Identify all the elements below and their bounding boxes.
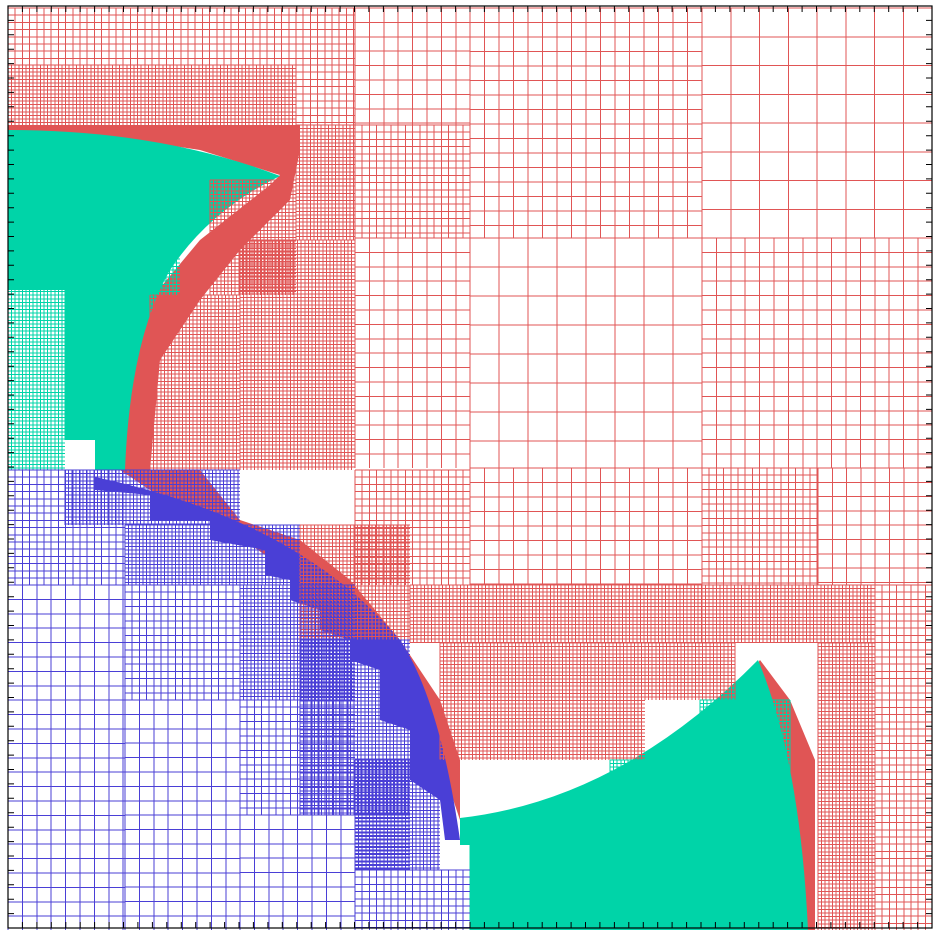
mesh-block-red-l2-b — [469, 7, 703, 238]
grid-lines — [64, 294, 125, 440]
mesh-block-red-l4-h — [644, 642, 736, 700]
grid-lines — [295, 124, 355, 240]
grid-lines — [7, 7, 355, 65]
grid-lines — [409, 584, 703, 644]
mesh-block-blue-l3-d — [239, 699, 355, 815]
grid-lines — [439, 642, 645, 760]
grid-lines — [469, 7, 703, 238]
grid-lines — [354, 124, 470, 238]
mesh-block-blue-l3-a — [354, 869, 470, 930]
grid-lines — [239, 584, 355, 700]
mesh-block-red-l4-b — [295, 124, 355, 240]
axis-frame — [7, 5, 933, 929]
mesh-block-teal-l4-f — [699, 699, 791, 845]
mesh-block-red-l2-e — [469, 467, 703, 585]
mesh-block-red-l2-d — [354, 237, 470, 468]
grid-lines — [124, 699, 240, 930]
mesh-block-blue-l2-c — [239, 814, 355, 930]
grid-lines — [124, 584, 240, 700]
mesh-block-blue-l2-b — [124, 699, 240, 930]
mesh-block-red-l3-d — [701, 467, 818, 585]
mesh-block-red-l3-b — [354, 124, 470, 238]
grid-lines — [469, 844, 760, 930]
mesh-block-red-l4-j — [149, 294, 241, 470]
axis-ticks — [7, 5, 933, 929]
grid-lines — [7, 64, 297, 125]
grid-lines — [295, 64, 355, 125]
mesh-block-blue-l4-c — [124, 524, 300, 585]
grid-lines — [64, 469, 240, 525]
grid-lines — [701, 7, 933, 239]
grid-lines — [469, 467, 703, 585]
region-b-bottom-right — [460, 660, 808, 930]
grid-lines — [701, 584, 876, 644]
mesh-block-red-l4-e — [701, 584, 876, 644]
grid-lines — [874, 584, 932, 930]
mesh-block-red-l1-a — [701, 7, 933, 239]
mesh-block-red-l3-e — [354, 469, 470, 585]
mesh-block-red-l4-g — [439, 642, 645, 760]
mesh-block-red-l4-a — [7, 64, 297, 125]
mesh-block-blue-l4-f — [354, 759, 440, 870]
mesh-block-red-l2-a — [701, 237, 932, 468]
mesh-grids — [7, 7, 933, 930]
grid-lines — [469, 237, 703, 468]
mesh-block-red-l3-f — [874, 584, 932, 930]
grid-lines — [699, 699, 791, 845]
grid-lines — [7, 584, 125, 930]
grid-lines — [354, 237, 470, 468]
mesh-block-red-l3-c — [295, 64, 355, 125]
mesh-block-blue-l2-a — [7, 584, 125, 930]
mesh-block-red-l4-k — [209, 179, 296, 295]
mesh-block-red-l3-a — [7, 7, 355, 65]
grid-lines — [124, 524, 300, 585]
mesh-block-red-l1-b — [469, 237, 703, 468]
mesh-block-blue-l4-b — [64, 469, 240, 525]
grid-lines — [817, 467, 932, 585]
mesh-block-red-l4-f — [817, 642, 875, 930]
mesh-block-teal-l3-a — [469, 844, 760, 930]
mesh-block-blue-l4-d — [239, 584, 355, 700]
mesh-block-blue-l3-c — [124, 584, 240, 700]
mesh-block-red-l2-c — [354, 7, 470, 125]
grid-lines — [817, 642, 875, 930]
grid-lines — [209, 179, 296, 295]
mesh-block-red-l4-d — [409, 584, 703, 644]
grid-lines — [239, 814, 355, 930]
grid-lines — [701, 467, 818, 585]
grid-lines — [644, 642, 736, 700]
grid-lines — [7, 179, 65, 470]
mesh-block-teal-l4-c — [64, 294, 125, 440]
mesh-block-teal-l4-a — [7, 179, 65, 470]
grid-lines — [354, 7, 470, 125]
grid-lines — [701, 237, 932, 468]
grid-lines — [64, 179, 180, 295]
grid-lines — [239, 699, 355, 815]
grid-lines — [354, 469, 470, 585]
mesh-block-teal-l4-b — [64, 179, 180, 295]
grid-lines — [354, 869, 470, 930]
mesh-block-red-l2-f — [817, 467, 932, 585]
grid-lines — [149, 294, 241, 470]
grid-lines — [354, 759, 440, 870]
